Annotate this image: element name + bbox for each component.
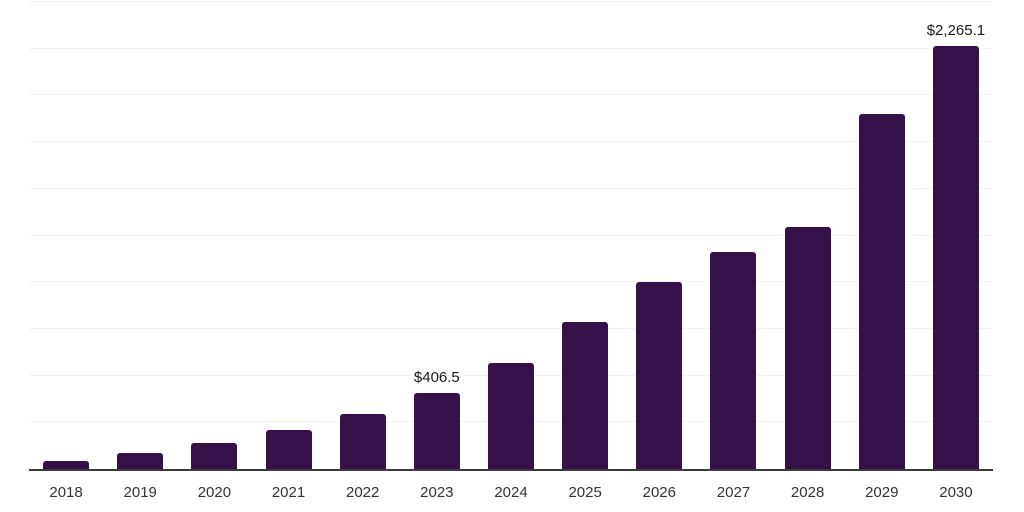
plot-area: $406.5 $2,265.1: [29, 1, 993, 469]
bar-2028: [784, 227, 831, 469]
bar-2029: [858, 114, 905, 469]
bar-2024: [488, 363, 534, 469]
x-axis-line: [29, 469, 993, 471]
x-tick-label-2020: 2020: [197, 484, 232, 501]
x-tick-label-2025: 2025: [568, 484, 602, 501]
x-tick-label-2030: 2030: [939, 484, 973, 501]
data-label-2023: $406.5: [413, 369, 460, 387]
gridline-750: [29, 327, 993, 329]
bar-2025: [562, 322, 609, 469]
bar-2030: [932, 45, 979, 469]
gridline-1500: [29, 187, 993, 189]
bar-2026: [636, 282, 683, 469]
x-tick-label-2027: 2027: [716, 484, 751, 501]
x-tick-label-2029: 2029: [865, 484, 899, 501]
gridline-1750: [29, 141, 993, 143]
x-tick-label-2023: 2023: [420, 484, 454, 501]
gridline-1000: [29, 281, 993, 283]
bar-2018: [43, 460, 90, 469]
bar-2023: [413, 393, 460, 469]
gridline-2500: [29, 1, 993, 2]
x-tick-label-2026: 2026: [642, 484, 676, 501]
x-tick-label-2021: 2021: [271, 484, 306, 501]
bar-2027: [710, 252, 757, 469]
x-tick-label-2022: 2022: [346, 484, 380, 501]
bar-2021: [265, 429, 312, 469]
x-axis-tick-labels: 2018 2019 2020 2021 2022 2023 2024 2025 2026 2027…: [0, 483, 1024, 505]
gridline-1250: [29, 234, 993, 236]
data-label-2030: $2,265.1: [926, 21, 986, 39]
gridline-2250: [29, 47, 993, 49]
bar-2019: [117, 453, 164, 469]
bar-2020: [191, 442, 238, 469]
x-tick-label-2024: 2024: [494, 484, 528, 501]
x-tick-label-2019: 2019: [123, 484, 157, 501]
bar-2022: [339, 413, 386, 469]
gridline-2000: [29, 94, 993, 96]
x-tick-label-2028: 2028: [790, 484, 825, 501]
x-tick-label-2018: 2018: [49, 484, 83, 501]
